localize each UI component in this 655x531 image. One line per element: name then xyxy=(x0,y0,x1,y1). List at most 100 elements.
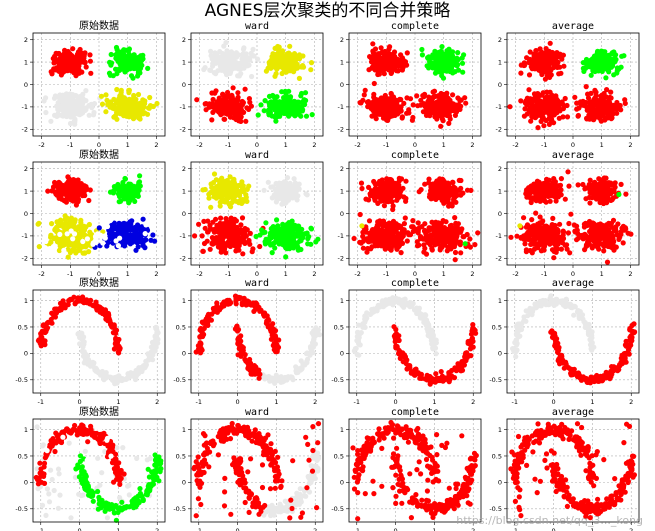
data-point xyxy=(298,238,304,244)
data-point xyxy=(192,233,198,239)
data-point xyxy=(69,189,75,195)
data-point xyxy=(278,104,284,111)
data-point xyxy=(442,109,448,115)
data-point xyxy=(154,100,160,107)
x-tick-label: 2 xyxy=(470,141,474,149)
data-point xyxy=(241,234,247,240)
data-point xyxy=(551,97,557,104)
data-point xyxy=(283,99,289,106)
data-point xyxy=(431,88,438,94)
data-point xyxy=(43,95,49,101)
data-point xyxy=(419,52,425,58)
data-point xyxy=(212,50,218,56)
data-point xyxy=(47,246,53,252)
data-point xyxy=(112,225,118,231)
data-point xyxy=(145,65,151,71)
y-tick-label: -2 xyxy=(496,126,502,134)
data-point xyxy=(440,181,446,187)
data-point xyxy=(560,106,567,112)
data-point xyxy=(283,244,289,250)
data-point xyxy=(381,203,387,209)
data-point xyxy=(444,190,450,196)
data-point xyxy=(518,98,524,104)
data-point xyxy=(43,109,49,116)
data-point xyxy=(450,92,456,98)
data-point xyxy=(313,239,319,245)
data-point xyxy=(436,105,442,111)
data-point xyxy=(536,52,542,58)
data-point xyxy=(265,179,271,185)
data-point xyxy=(77,234,83,240)
data-point xyxy=(122,175,128,182)
data-point xyxy=(378,45,384,51)
data-point xyxy=(374,58,380,64)
data-point xyxy=(108,62,114,68)
data-point xyxy=(554,107,560,113)
data-point xyxy=(118,185,124,191)
data-point xyxy=(74,105,80,111)
data-point xyxy=(445,180,451,186)
data-point xyxy=(239,179,245,185)
data-point xyxy=(366,102,372,108)
data-point xyxy=(562,95,568,102)
data-point xyxy=(425,55,431,61)
data-point xyxy=(124,67,130,73)
data-point xyxy=(126,87,132,94)
data-point xyxy=(404,50,410,56)
data-point xyxy=(390,96,396,102)
data-point xyxy=(58,190,64,196)
data-point xyxy=(468,187,474,193)
data-point xyxy=(422,181,428,187)
data-point xyxy=(259,227,265,233)
data-point xyxy=(442,60,448,66)
data-point xyxy=(130,75,136,81)
y-tick-label: 1 xyxy=(24,187,28,195)
data-point xyxy=(371,108,377,114)
data-point xyxy=(592,111,598,117)
data-point xyxy=(142,110,148,116)
data-point xyxy=(213,235,219,241)
data-point xyxy=(308,67,314,73)
data-point xyxy=(220,100,226,106)
data-point xyxy=(575,113,581,119)
data-point xyxy=(88,70,94,76)
data-point xyxy=(450,179,456,185)
subplot-title: complete xyxy=(391,150,439,161)
data-point xyxy=(528,118,534,124)
data-point xyxy=(386,46,392,52)
data-point xyxy=(246,183,252,189)
data-point xyxy=(224,61,230,67)
data-point xyxy=(80,238,86,245)
data-point xyxy=(227,174,233,180)
data-point xyxy=(227,243,233,250)
data-point xyxy=(263,68,269,74)
data-point xyxy=(117,198,124,204)
data-point xyxy=(609,63,616,69)
data-point xyxy=(86,112,92,118)
data-point xyxy=(547,40,553,46)
data-point xyxy=(104,223,111,230)
data-point xyxy=(64,215,70,221)
data-point xyxy=(57,231,63,237)
data-point xyxy=(410,114,416,121)
data-point xyxy=(572,94,578,100)
data-point xyxy=(113,66,119,72)
x-tick-label: 0 xyxy=(97,270,101,278)
data-point xyxy=(51,95,58,101)
data-point xyxy=(108,51,114,58)
y-tick-label: 1 xyxy=(340,58,344,66)
data-point xyxy=(207,67,213,73)
data-point xyxy=(118,87,124,93)
data-point xyxy=(269,241,275,247)
y-tick-label: 2 xyxy=(182,36,186,44)
data-point xyxy=(243,192,249,198)
data-point xyxy=(68,228,74,234)
data-point xyxy=(73,109,79,116)
data-point xyxy=(274,229,280,236)
data-point xyxy=(372,181,379,187)
data-point xyxy=(213,104,219,110)
data-point xyxy=(280,52,286,59)
data-point xyxy=(458,177,464,184)
data-point xyxy=(296,181,302,187)
data-point xyxy=(126,58,132,64)
